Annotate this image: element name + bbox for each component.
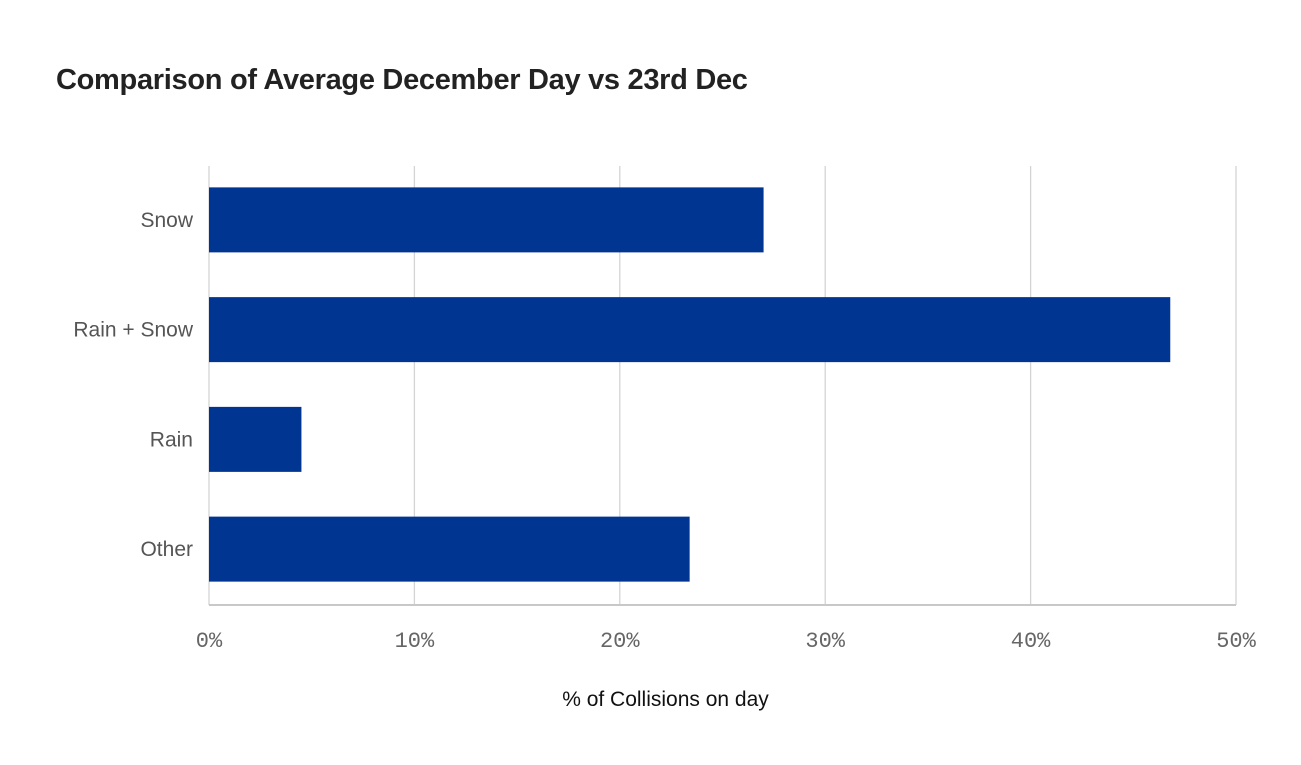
y-category-label: Snow — [140, 209, 193, 232]
chart-title: Comparison of Average December Day vs 23… — [56, 64, 748, 96]
x-tick-label: 0% — [196, 629, 223, 654]
bar-rain-snow — [209, 297, 1171, 363]
x-axis-label: % of Collisions on day — [562, 688, 769, 711]
bar-other — [209, 516, 690, 582]
y-category-label: Other — [140, 538, 193, 561]
bar-rain — [209, 406, 302, 472]
x-tick-label: 50% — [1216, 629, 1256, 654]
x-tick-label: 10% — [395, 629, 435, 654]
x-tick-label: 20% — [600, 629, 640, 654]
x-tick-label: 40% — [1011, 629, 1051, 654]
bar-snow — [209, 187, 764, 253]
y-category-label: Rain — [150, 428, 193, 451]
y-category-label: Rain + Snow — [73, 319, 193, 342]
x-tick-label: 30% — [805, 629, 845, 654]
